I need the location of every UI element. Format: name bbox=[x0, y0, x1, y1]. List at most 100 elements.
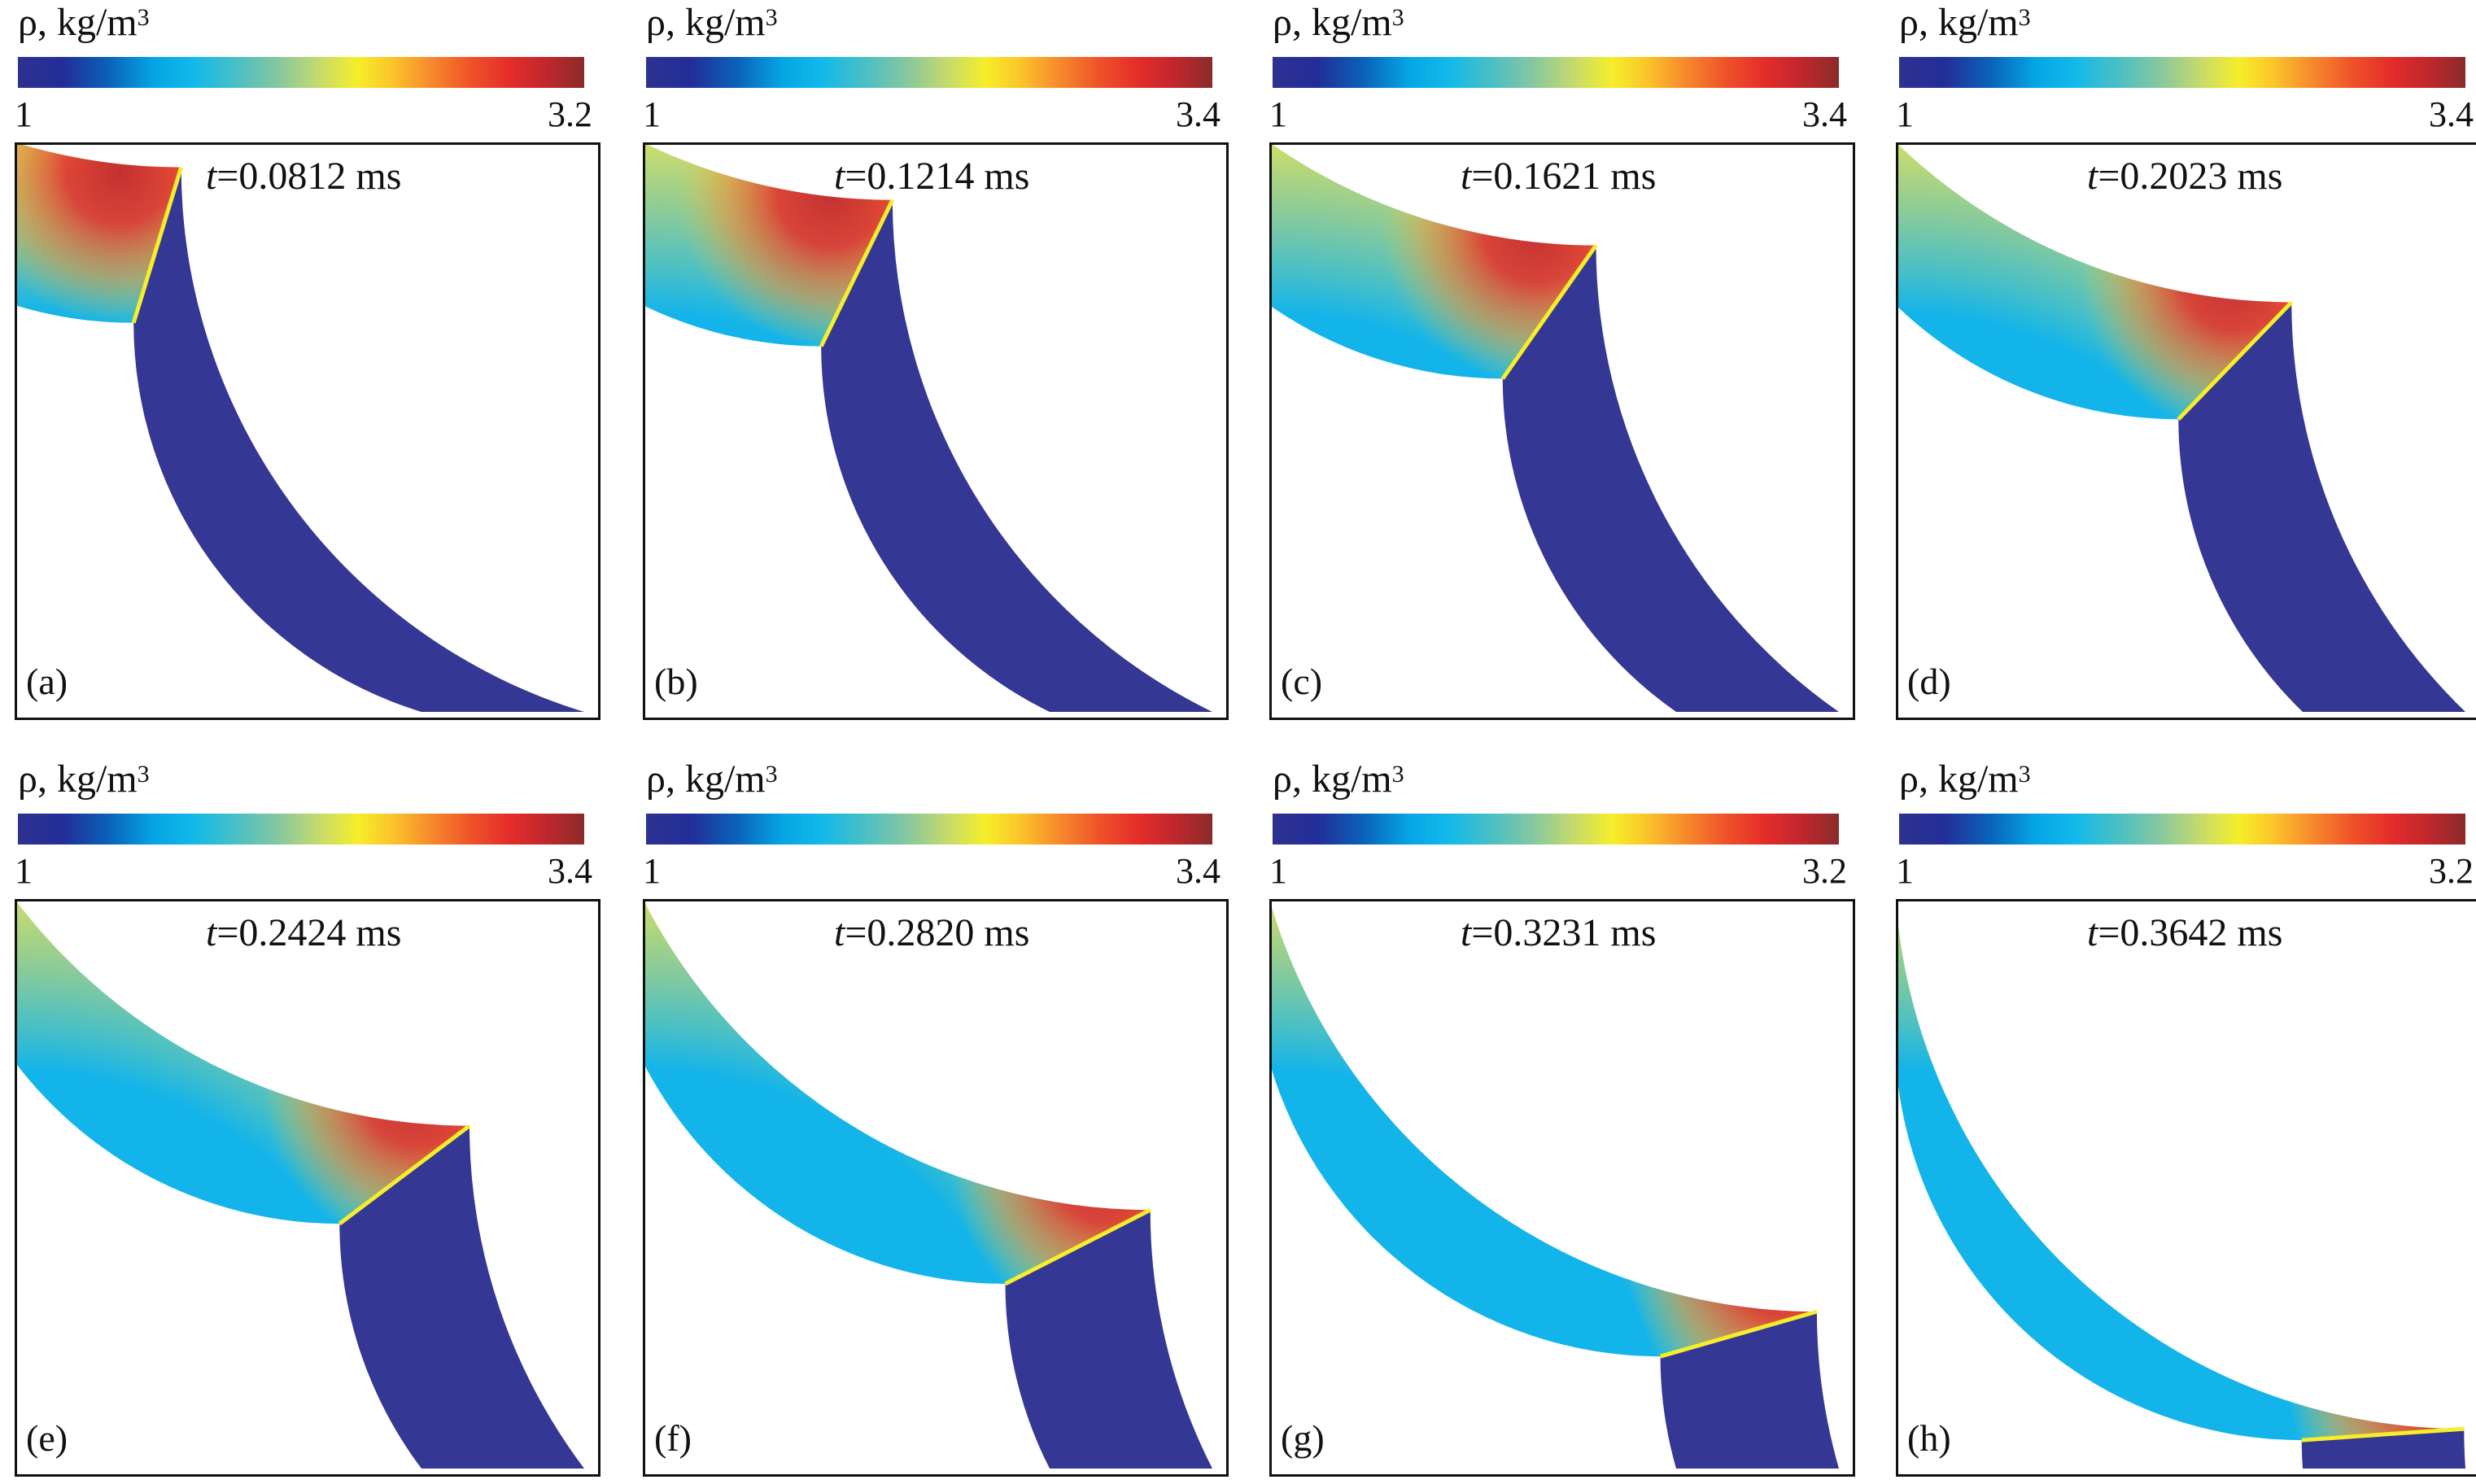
plot-frame: t=0.1621 ms (c) bbox=[1269, 142, 1855, 720]
shock-front bbox=[2301, 1426, 2465, 1443]
panel-label: (f) bbox=[654, 1417, 692, 1459]
plot-frame: t=0.2424 ms (e) bbox=[15, 899, 600, 1477]
time-label: t=0.1621 ms bbox=[1461, 154, 1656, 199]
colorbar-label-text: ρ, kg/m bbox=[1899, 757, 2019, 801]
unshocked-region bbox=[1502, 245, 1839, 713]
colorbar-min-label: 1 bbox=[1896, 851, 1914, 891]
colorbar-max-label: 3.4 bbox=[1176, 94, 1221, 134]
shock-front bbox=[1500, 244, 1598, 380]
colorbar bbox=[1899, 814, 2465, 845]
time-label: t=0.1214 ms bbox=[834, 154, 1029, 199]
colorbar-min-label: 1 bbox=[1896, 94, 1914, 134]
frame-border bbox=[643, 899, 1229, 1477]
time-value: =0.0812 ms bbox=[216, 155, 402, 198]
colorbar-label: ρ, kg/m3 bbox=[1273, 0, 1404, 46]
plot-frame: t=0.1214 ms (b) bbox=[643, 142, 1229, 720]
time-label: t=0.3231 ms bbox=[1461, 910, 1656, 956]
time-label: t=0.0812 ms bbox=[206, 154, 401, 199]
time-value: =0.3231 ms bbox=[1471, 911, 1657, 954]
contour-panel-c: ρ, kg/m3 1 3.4 t=0.1621 ms (c) bbox=[1269, 0, 1871, 724]
time-value: =0.2023 ms bbox=[2098, 155, 2283, 198]
contour-plot bbox=[1896, 899, 2476, 1477]
colorbar bbox=[18, 57, 584, 88]
shock-front bbox=[338, 1124, 471, 1226]
colorbar bbox=[1273, 814, 1839, 845]
contour-panel-g: ρ, kg/m3 1 3.2 t=0.3231 ms (g) bbox=[1269, 757, 1871, 1481]
frame-border bbox=[15, 142, 600, 720]
panel-label: (c) bbox=[1281, 661, 1323, 702]
contour-panel-f: ρ, kg/m3 1 3.4 t=0.2820 ms (f) bbox=[643, 757, 1245, 1481]
colorbar-label-exponent: 3 bbox=[765, 4, 778, 31]
contour-plot bbox=[643, 142, 1229, 720]
time-symbol: t bbox=[206, 155, 217, 198]
time-symbol: t bbox=[834, 911, 845, 954]
shock-front bbox=[131, 166, 184, 324]
time-label: t=0.3642 ms bbox=[2087, 910, 2282, 956]
frame-border bbox=[1269, 142, 1855, 720]
colorbar-min-label: 1 bbox=[1269, 94, 1287, 134]
colorbar bbox=[646, 814, 1212, 845]
contour-panel-d: ρ, kg/m3 1 3.4 t=0.2023 ms (d) bbox=[1896, 0, 2476, 724]
contour-plot bbox=[15, 142, 600, 720]
time-value: =0.1214 ms bbox=[845, 155, 1030, 198]
colorbar-max-label: 3.2 bbox=[2429, 851, 2474, 891]
colorbar-max-label: 3.4 bbox=[1802, 94, 1847, 134]
time-label: t=0.2023 ms bbox=[2087, 154, 2282, 199]
colorbar-min-label: 1 bbox=[643, 851, 661, 891]
contour-panel-a: ρ, kg/m3 1 3.2 t=0.0812 ms (a) bbox=[15, 0, 617, 724]
time-symbol: t bbox=[206, 911, 217, 954]
colorbar-label: ρ, kg/m3 bbox=[646, 0, 778, 46]
contour-plot bbox=[1896, 142, 2476, 720]
plot-frame: t=0.0812 ms (a) bbox=[15, 142, 600, 720]
colorbar-label: ρ, kg/m3 bbox=[18, 0, 150, 46]
colorbar-min-label: 1 bbox=[643, 94, 661, 134]
colorbar bbox=[1899, 57, 2465, 88]
contour-plot bbox=[1269, 899, 1855, 1477]
high-density-zone bbox=[15, 142, 181, 323]
colorbar-label-exponent: 3 bbox=[2018, 761, 2031, 788]
time-symbol: t bbox=[2087, 911, 2098, 954]
time-label: t=0.2820 ms bbox=[834, 910, 1029, 956]
plot-frame: t=0.2023 ms (d) bbox=[1896, 142, 2476, 720]
colorbar-max-label: 3.2 bbox=[1802, 851, 1847, 891]
panel-label: (d) bbox=[1907, 661, 1951, 702]
colorbar bbox=[18, 814, 584, 845]
contour-panel-e: ρ, kg/m3 1 3.4 t=0.2424 ms (e) bbox=[15, 757, 617, 1481]
colorbar-label: ρ, kg/m3 bbox=[646, 757, 778, 802]
unshocked-region bbox=[2178, 302, 2465, 712]
time-symbol: t bbox=[2087, 155, 2098, 198]
colorbar-label-exponent: 3 bbox=[1391, 761, 1404, 788]
panel-label: (b) bbox=[654, 661, 698, 702]
colorbar-min-label: 1 bbox=[15, 94, 33, 134]
unshocked-region bbox=[1660, 1312, 1839, 1469]
colorbar-label-text: ρ, kg/m bbox=[646, 757, 766, 801]
time-value: =0.2820 ms bbox=[845, 911, 1030, 954]
colorbar-min-label: 1 bbox=[1269, 851, 1287, 891]
shocked-region bbox=[1269, 899, 1817, 1357]
contour-plot bbox=[15, 899, 600, 1477]
colorbar-label-exponent: 3 bbox=[137, 761, 150, 788]
time-symbol: t bbox=[1461, 911, 1472, 954]
contour-panel-h: ρ, kg/m3 1 3.2 t=0.3642 ms (h) bbox=[1896, 757, 2476, 1481]
shock-front bbox=[819, 199, 895, 347]
colorbar-max-label: 3.4 bbox=[1176, 851, 1221, 891]
colorbar-max-label: 3.4 bbox=[2429, 94, 2474, 134]
frame-border bbox=[15, 899, 600, 1477]
colorbar-max-label: 3.4 bbox=[548, 851, 592, 891]
plot-frame: t=0.2820 ms (f) bbox=[643, 899, 1229, 1477]
time-symbol: t bbox=[834, 155, 845, 198]
frame-border bbox=[643, 142, 1229, 720]
frame-border bbox=[1896, 899, 2476, 1477]
unshocked-region bbox=[339, 1125, 584, 1469]
time-value: =0.2424 ms bbox=[216, 911, 402, 954]
panel-label: (h) bbox=[1907, 1417, 1951, 1459]
time-symbol: t bbox=[1461, 155, 1472, 198]
colorbar-label-text: ρ, kg/m bbox=[18, 1, 138, 44]
colorbar-label-exponent: 3 bbox=[137, 4, 150, 31]
shock-front bbox=[2177, 300, 2294, 421]
colorbar-max-label: 3.2 bbox=[548, 94, 592, 134]
panel-label: (a) bbox=[26, 661, 68, 702]
panel-label: (e) bbox=[26, 1417, 68, 1459]
frame-border bbox=[1269, 899, 1855, 1477]
colorbar-label: ρ, kg/m3 bbox=[18, 757, 150, 802]
